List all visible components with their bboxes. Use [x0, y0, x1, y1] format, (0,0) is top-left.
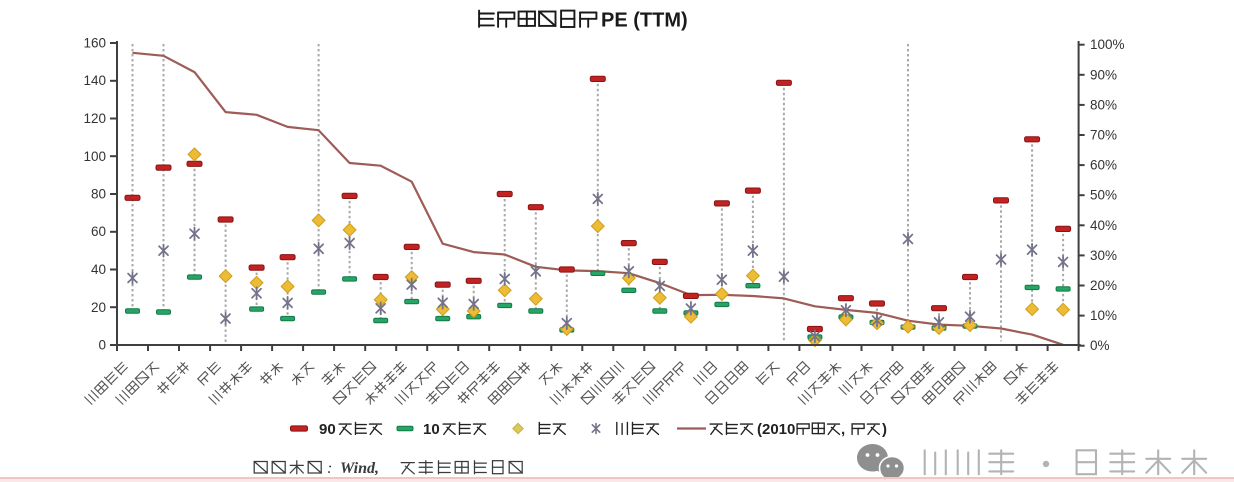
svg-text:20: 20	[91, 300, 106, 315]
svg-text:120: 120	[83, 111, 106, 126]
svg-text:80: 80	[91, 187, 106, 202]
svg-text:,: ,	[841, 421, 845, 438]
svg-text:20%: 20%	[1090, 278, 1117, 293]
svg-text:): )	[882, 421, 887, 438]
svg-text:50%: 50%	[1090, 188, 1117, 203]
svg-text:90%: 90%	[1090, 67, 1117, 82]
svg-text:10: 10	[423, 421, 440, 438]
svg-text:PE (TTM): PE (TTM)	[601, 10, 688, 32]
svg-text:Wind,: Wind,	[340, 460, 379, 477]
svg-text:(2010: (2010	[757, 421, 795, 438]
svg-text:40%: 40%	[1090, 218, 1117, 233]
svg-text:0%: 0%	[1090, 338, 1110, 353]
svg-text:100: 100	[83, 149, 106, 164]
svg-text:160: 160	[83, 36, 106, 51]
svg-text:80%: 80%	[1090, 97, 1117, 112]
svg-text:60: 60	[91, 224, 106, 239]
svg-text:30%: 30%	[1090, 248, 1117, 263]
svg-text:10%: 10%	[1090, 308, 1117, 323]
svg-text:70%: 70%	[1090, 128, 1117, 143]
svg-text:100%: 100%	[1090, 37, 1125, 52]
svg-text:0: 0	[98, 338, 106, 353]
svg-text:60%: 60%	[1090, 158, 1117, 173]
svg-text:40: 40	[91, 262, 106, 277]
svg-text::: :	[327, 460, 332, 477]
svg-text:140: 140	[83, 73, 106, 88]
svg-text:90: 90	[319, 421, 336, 438]
